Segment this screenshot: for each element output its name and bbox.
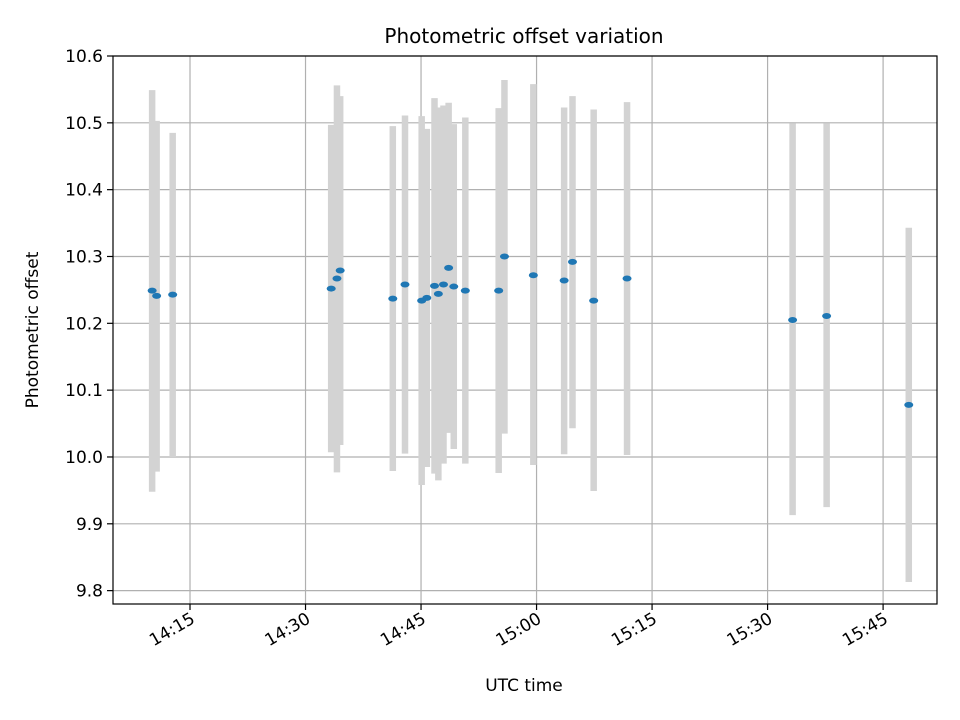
data-point <box>904 401 914 408</box>
data-point <box>430 282 440 289</box>
data-point <box>433 290 443 297</box>
chart-title: Photometric offset variation <box>384 24 663 48</box>
x-tick-label: 14:45 <box>377 609 429 651</box>
y-tick-label: 9.9 <box>76 515 103 535</box>
data-point <box>528 272 538 279</box>
x-axis-ticks: 14:15 14:30 14:45 15:00 15:15 15:30 15:45 <box>146 604 892 651</box>
data-point <box>422 294 432 301</box>
data-point <box>494 287 504 294</box>
y-tick-label: 10.5 <box>65 114 103 134</box>
data-point <box>388 295 398 302</box>
data-point <box>444 264 454 271</box>
data-point <box>152 292 162 299</box>
data-point <box>589 297 599 304</box>
x-tick-label: 14:30 <box>262 609 314 651</box>
grid <box>113 55 937 604</box>
data-point <box>567 258 577 265</box>
y-tick-label: 10.2 <box>65 314 103 334</box>
x-axis-title: UTC time <box>485 676 563 696</box>
data-point <box>622 275 632 282</box>
data-point <box>326 285 336 292</box>
data-point <box>400 281 410 288</box>
data-point <box>822 312 832 319</box>
data-point <box>335 267 345 274</box>
data-point <box>499 253 509 260</box>
data-point <box>168 291 178 298</box>
data-point <box>460 287 470 294</box>
data-point <box>332 275 342 282</box>
plot-frame <box>112 55 938 605</box>
data-point <box>147 287 157 294</box>
data-point <box>559 277 569 284</box>
y-tick-label: 10.0 <box>65 448 103 468</box>
y-tick-label: 9.8 <box>76 582 103 602</box>
y-tick-label: 10.6 <box>65 47 103 67</box>
x-tick-label: 15:30 <box>724 609 776 651</box>
data-point <box>438 281 448 288</box>
y-axis-ticks: 9.8 9.9 10.0 10.1 10.2 10.3 10.4 10.5 10.6 <box>65 47 113 602</box>
data-points <box>147 253 914 408</box>
y-axis-title: Photometric offset <box>23 251 43 408</box>
x-tick-label: 15:15 <box>608 609 660 651</box>
x-tick-label: 15:00 <box>493 609 545 651</box>
data-point <box>788 316 798 323</box>
y-tick-label: 10.1 <box>65 381 103 401</box>
errorbars <box>148 80 913 582</box>
x-tick-label: 15:45 <box>839 609 891 651</box>
y-tick-label: 10.3 <box>65 247 103 267</box>
y-tick-label: 10.4 <box>65 181 103 201</box>
x-tick-label: 14:15 <box>146 609 198 651</box>
data-point <box>449 283 459 290</box>
